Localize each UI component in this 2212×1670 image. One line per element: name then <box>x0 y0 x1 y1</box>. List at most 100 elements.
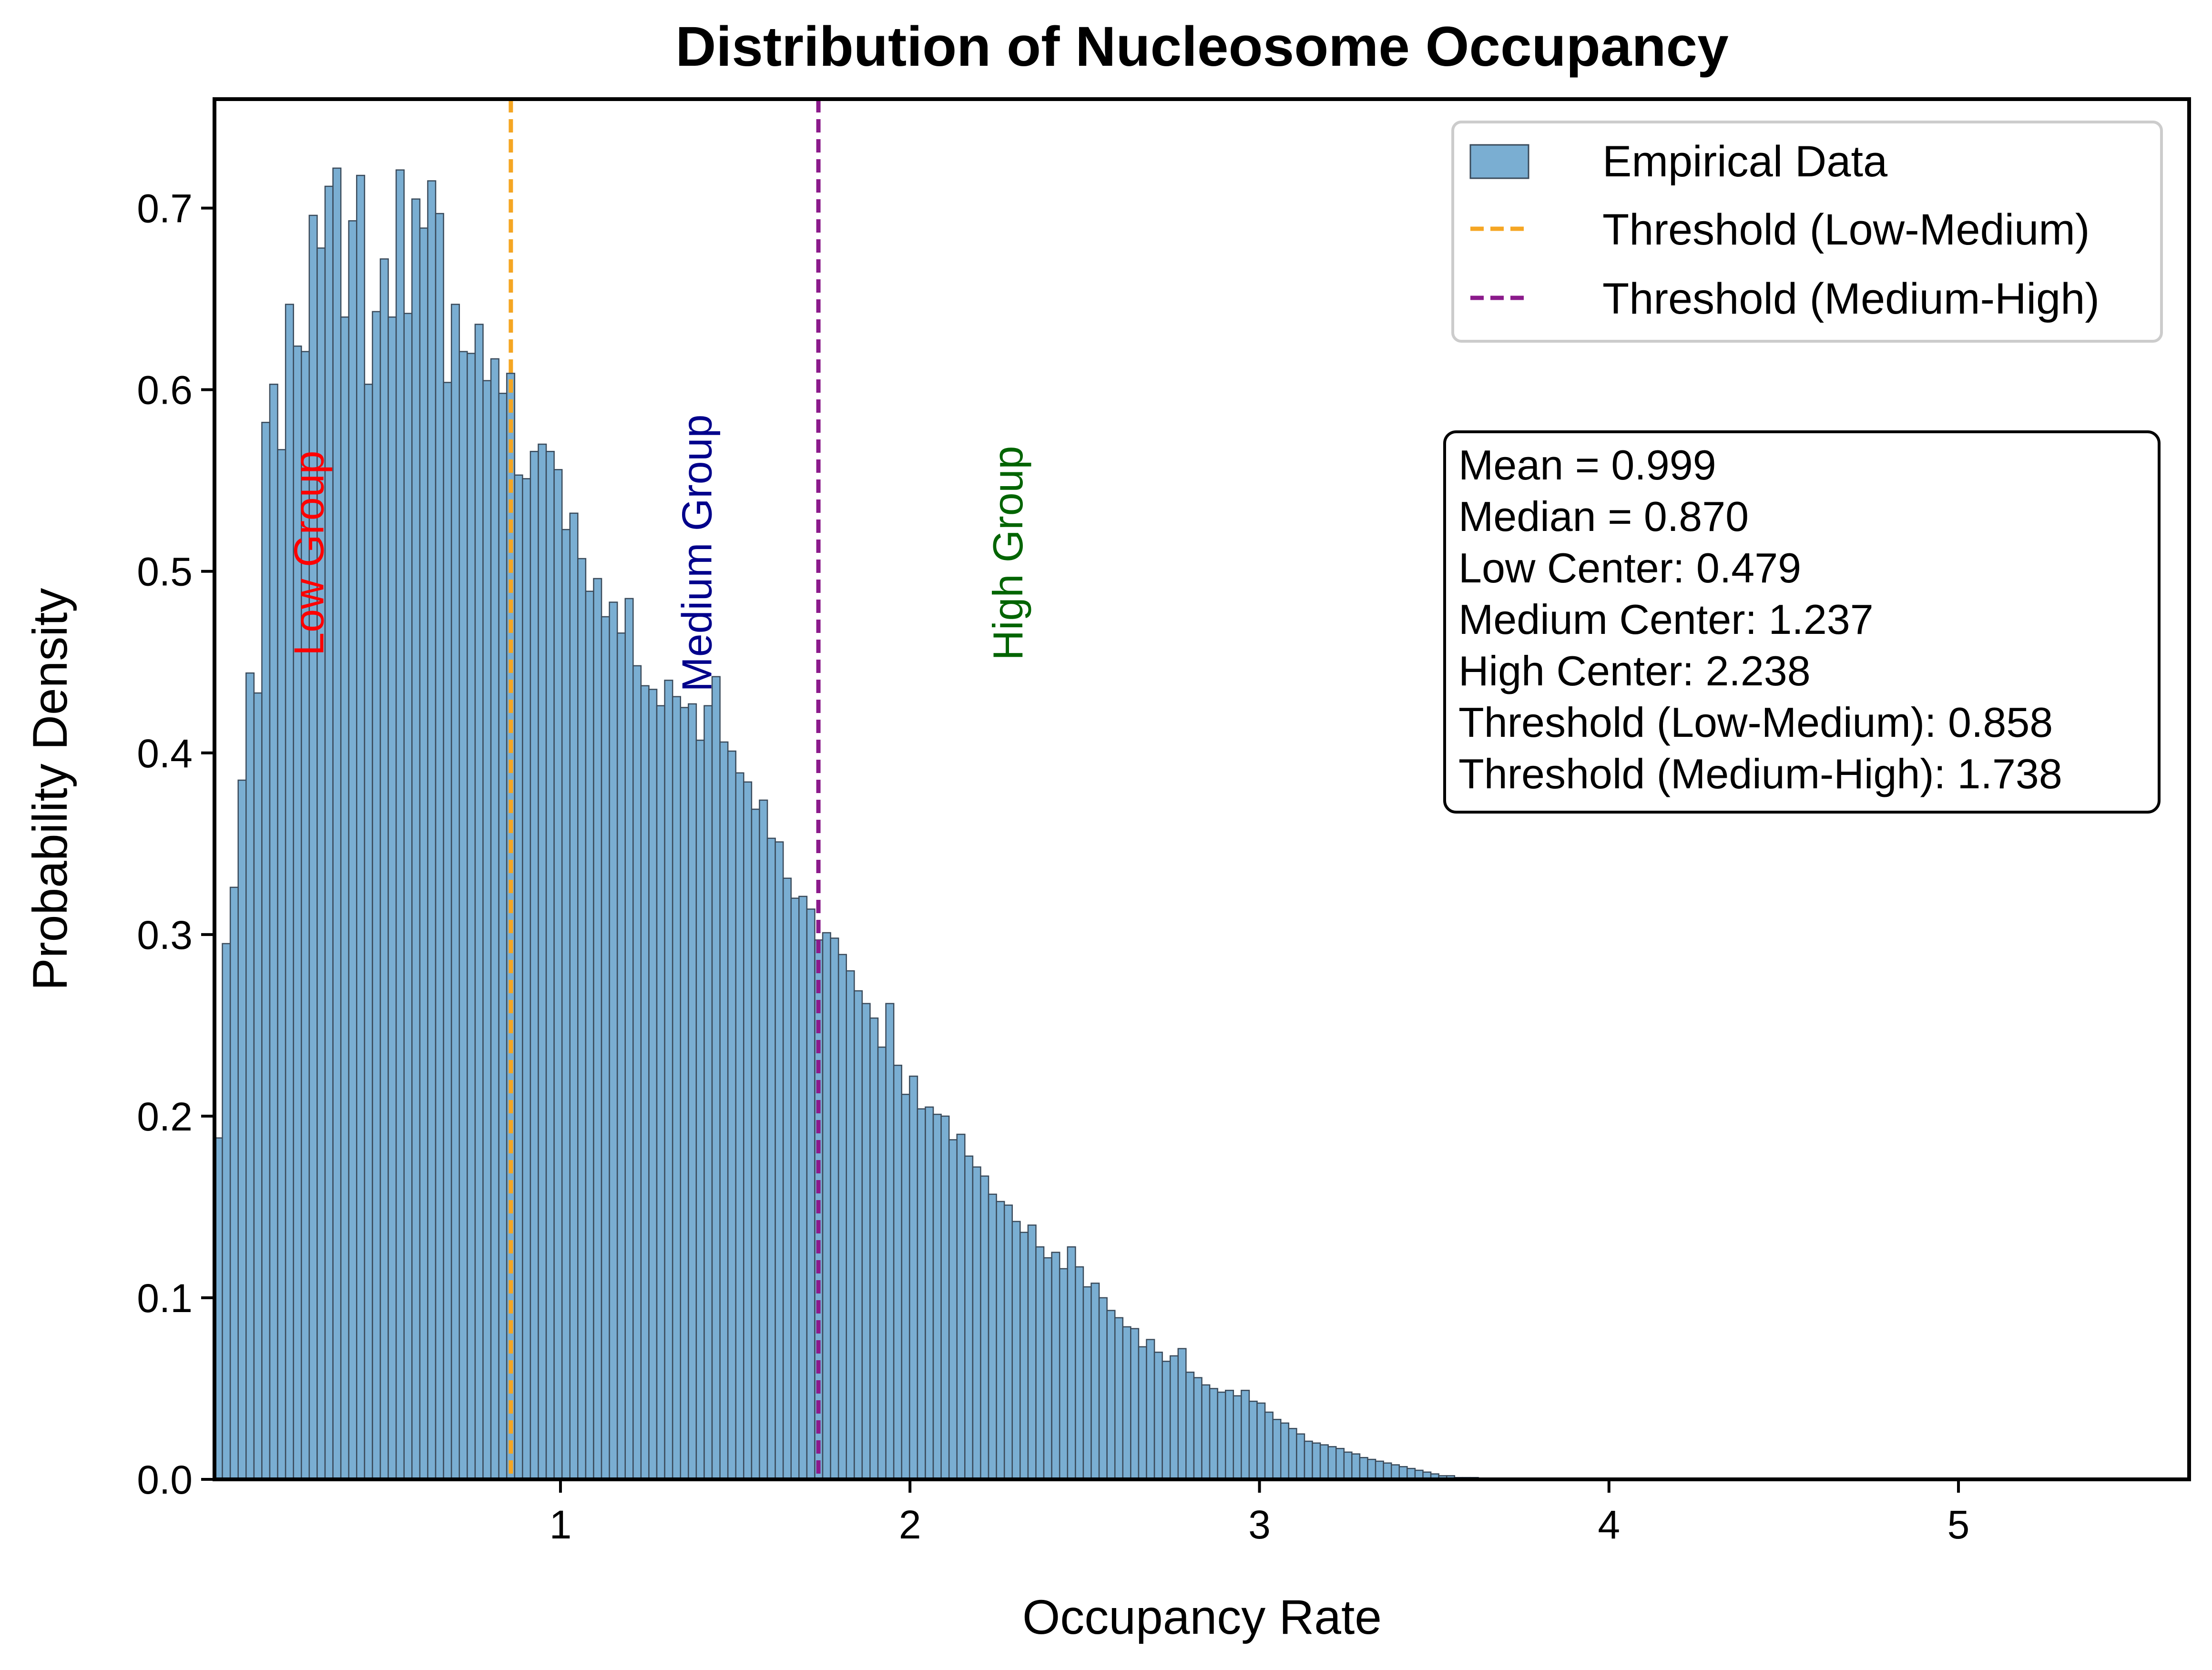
y-axis-label: Probability Density <box>23 588 77 991</box>
histogram-bar <box>719 741 729 1480</box>
histogram-bar <box>1312 1442 1321 1480</box>
stats-box: Mean = 0.999 Median = 0.870 Low Center: … <box>1443 430 2161 814</box>
histogram-bar <box>964 1155 974 1480</box>
plot-frame <box>213 97 2191 1481</box>
histogram-bar <box>545 450 555 1480</box>
histogram-bar <box>616 632 626 1480</box>
histogram-bar <box>364 384 373 1480</box>
y-tick-label: 0.1 <box>137 1276 193 1321</box>
histogram-bar <box>656 705 665 1480</box>
stat-mean: Mean = 0.999 <box>1458 441 1716 489</box>
x-tick-label: 2 <box>899 1502 921 1547</box>
histogram-bar <box>988 1193 997 1480</box>
x-tick-label: 5 <box>1947 1502 1970 1547</box>
stat-high-center: High Center: 2.238 <box>1458 647 1811 694</box>
histogram-bar <box>1098 1297 1108 1480</box>
histogram-bar <box>1248 1400 1258 1480</box>
histogram-bar <box>1185 1371 1195 1480</box>
x-tick-label: 1 <box>550 1502 572 1547</box>
histogram-bar <box>1217 1391 1226 1480</box>
y-tick-label: 0.2 <box>137 1094 193 1139</box>
histogram-bar <box>490 358 499 1480</box>
histogram-bar <box>340 316 349 1480</box>
histogram-bar <box>1043 1257 1052 1480</box>
histogram-bar <box>695 739 705 1480</box>
histogram-bar <box>1027 1224 1037 1480</box>
histogram-bar <box>1343 1451 1353 1480</box>
histogram-bar <box>1193 1377 1203 1480</box>
histogram-bar <box>790 897 800 1480</box>
histogram-bar <box>308 214 318 1480</box>
y-axis-ticks: 0.0 0.1 0.2 0.3 0.4 0.5 0.6 0.7 <box>137 186 214 1502</box>
histogram-bar <box>1162 1361 1171 1480</box>
histogram-bar <box>222 943 231 1480</box>
histogram-bar <box>648 689 658 1480</box>
histogram-bar <box>972 1166 981 1480</box>
histogram-bar <box>846 970 855 1480</box>
histogram-bar <box>822 932 831 1480</box>
histogram-bar <box>1304 1440 1313 1480</box>
y-tick-label: 0.0 <box>137 1457 193 1502</box>
histogram-bar <box>1051 1252 1060 1480</box>
x-axis-ticks: 1 2 3 4 5 <box>550 1479 1970 1547</box>
histogram-bar <box>632 665 642 1480</box>
histogram-bar <box>782 877 792 1480</box>
histogram-bar <box>869 1017 879 1480</box>
histogram-bar <box>1177 1348 1187 1480</box>
histogram-bar <box>419 227 428 1480</box>
histogram-bar <box>640 685 650 1480</box>
group-label-low: Low Group <box>285 450 333 655</box>
histogram-bar <box>356 174 366 1480</box>
histogram-bar <box>348 220 357 1480</box>
histogram-bar <box>956 1133 966 1480</box>
histogram-bar <box>261 422 271 1480</box>
histogram-bar <box>443 382 452 1480</box>
group-label-high: High Group <box>984 446 1031 661</box>
histogram-bar <box>664 680 673 1480</box>
histogram-bar <box>324 185 334 1480</box>
histogram-bar <box>427 180 437 1480</box>
histogram-bar <box>1169 1355 1179 1480</box>
y-tick-label: 0.5 <box>137 550 193 594</box>
legend-box <box>1451 121 2163 343</box>
threshold-lines <box>509 99 821 1479</box>
histogram-bar <box>940 1115 950 1480</box>
histogram-bar <box>1201 1384 1211 1480</box>
histogram-bar <box>1288 1428 1297 1480</box>
histogram-bar <box>1106 1310 1116 1480</box>
histogram-bar <box>948 1139 958 1480</box>
histogram-bar <box>837 954 847 1480</box>
histogram-bar <box>482 380 492 1480</box>
x-tick-label: 4 <box>1598 1502 1620 1547</box>
histogram-bar <box>372 311 381 1480</box>
histogram-bar <box>1383 1462 1392 1480</box>
histogram-bar <box>1114 1317 1124 1480</box>
histogram-bar <box>269 384 278 1480</box>
legend: Empirical Data Threshold (Low-Medium) Th… <box>1451 121 2163 343</box>
histogram-bar <box>474 324 484 1480</box>
histogram-bar <box>703 705 713 1480</box>
histogram-bar <box>909 1075 918 1480</box>
histogram-bar <box>980 1175 989 1480</box>
histogram-bar <box>1296 1433 1305 1480</box>
histogram-bar <box>1091 1283 1100 1480</box>
histogram-bar <box>237 779 247 1480</box>
y-tick-label: 0.7 <box>137 186 193 231</box>
histogram-bar <box>1375 1460 1384 1480</box>
histogram-bar <box>1146 1339 1155 1480</box>
histogram-bar <box>901 1093 910 1480</box>
y-tick-label: 0.3 <box>137 913 193 957</box>
histogram-bar <box>1390 1464 1400 1480</box>
histogram-bar <box>332 167 342 1480</box>
histogram-bar <box>609 601 618 1480</box>
histogram-bar <box>459 351 468 1480</box>
histogram-bar <box>711 676 721 1480</box>
histogram-bar <box>593 578 602 1480</box>
histogram-bar <box>925 1106 934 1480</box>
histogram-bar <box>1082 1286 1092 1480</box>
histogram-bar <box>680 707 689 1480</box>
histogram-bar <box>727 750 737 1480</box>
x-axis-label: Occupancy Rate <box>1022 1590 1382 1644</box>
histogram-bar <box>577 558 587 1480</box>
